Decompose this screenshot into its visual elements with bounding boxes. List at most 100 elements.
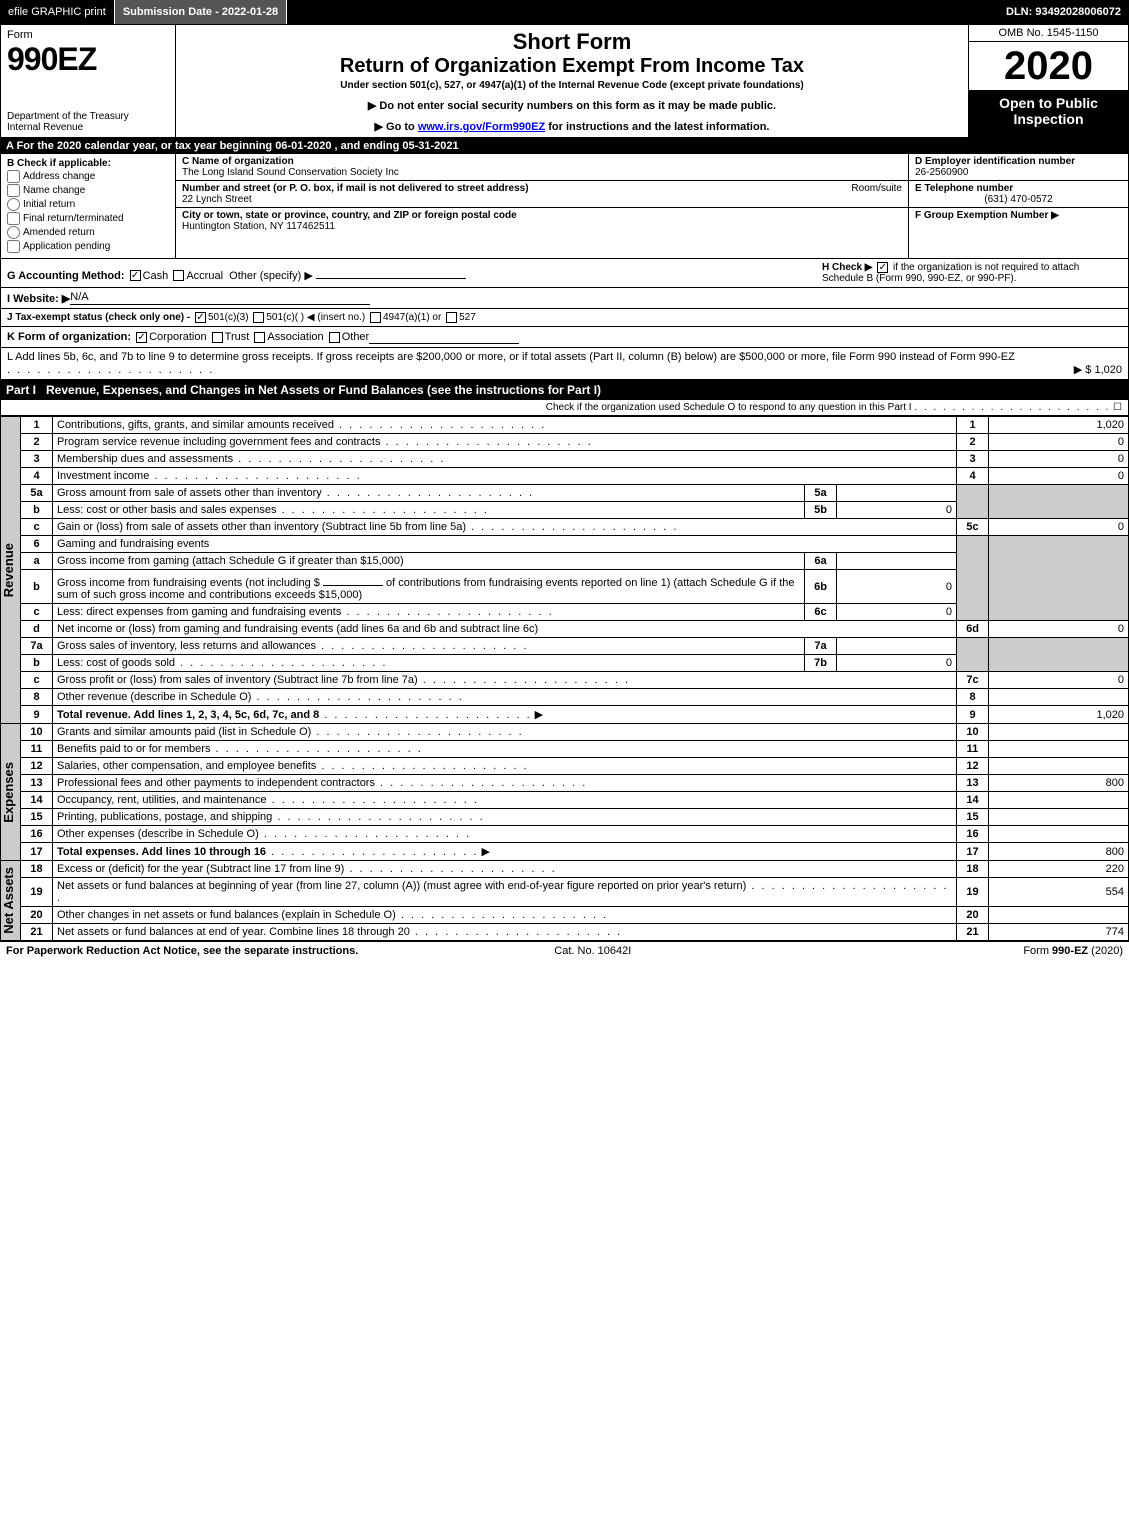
c-street-label: Number and street (or P. O. box, if mail…	[182, 183, 529, 194]
i-label: I Website: ▶	[7, 292, 70, 305]
l8-val	[989, 689, 1129, 706]
lbl-501c3: 501(c)(3)	[208, 312, 249, 323]
other-org-field[interactable]	[369, 330, 519, 344]
l1-desc: Contributions, gifts, grants, and simila…	[57, 419, 334, 431]
l13-rnum: 13	[957, 775, 989, 792]
l5c-val: 0	[989, 519, 1129, 536]
j-label: J Tax-exempt status (check only one) -	[7, 312, 190, 323]
chk-527[interactable]	[446, 312, 457, 323]
l5c-num: c	[21, 519, 53, 536]
part-1-checkbox[interactable]: ☐	[1113, 402, 1122, 413]
expenses-label: Expenses	[1, 762, 16, 823]
l15-desc: Printing, publications, postage, and shi…	[57, 811, 272, 823]
l13-val: 800	[989, 775, 1129, 792]
l7c-num: c	[21, 672, 53, 689]
l15-num: 15	[21, 809, 53, 826]
netassets-label: Net Assets	[1, 867, 16, 934]
l13-desc: Professional fees and other payments to …	[57, 777, 375, 789]
l19-desc: Net assets or fund balances at beginning…	[57, 880, 746, 892]
d-label: D Employer identification number	[915, 156, 1122, 167]
lbl-association: Association	[267, 331, 323, 343]
l7b-num: b	[21, 655, 53, 672]
l-text: L Add lines 5b, 6c, and 7b to line 9 to …	[7, 351, 1015, 363]
l1-rnum: 1	[957, 417, 989, 434]
l12-val	[989, 758, 1129, 775]
l7a-subval	[837, 638, 957, 655]
l5a-subnum: 5a	[805, 485, 837, 502]
part-1-title: Revenue, Expenses, and Changes in Net As…	[46, 383, 1123, 397]
chk-association[interactable]	[254, 332, 265, 343]
chk-trust[interactable]	[212, 332, 223, 343]
chk-cash[interactable]	[130, 270, 141, 281]
l3-num: 3	[21, 451, 53, 468]
revenue-label: Revenue	[1, 543, 16, 597]
l7a-num: 7a	[21, 638, 53, 655]
chk-application-pending[interactable]	[7, 240, 20, 253]
part-1-table: Revenue 1 Contributions, gifts, grants, …	[0, 416, 1129, 941]
chk-4947[interactable]	[370, 312, 381, 323]
l12-num: 12	[21, 758, 53, 775]
chk-other-org[interactable]	[329, 332, 340, 343]
lbl-corporation: Corporation	[149, 331, 206, 343]
chk-amended-return[interactable]	[7, 226, 20, 239]
l12-rnum: 12	[957, 758, 989, 775]
chk-corporation[interactable]	[136, 332, 147, 343]
l6c-num: c	[21, 604, 53, 621]
footer-left: For Paperwork Reduction Act Notice, see …	[6, 945, 358, 957]
l18-val: 220	[989, 861, 1129, 878]
chk-501c3[interactable]	[195, 312, 206, 323]
tax-year: 2020	[969, 42, 1128, 91]
other-method-field[interactable]	[316, 265, 466, 279]
chk-accrual[interactable]	[173, 270, 184, 281]
l7b-subval: 0	[837, 655, 957, 672]
l5b-subnum: 5b	[805, 502, 837, 519]
l3-rnum: 3	[957, 451, 989, 468]
org-name: The Long Island Sound Conservation Socie…	[182, 167, 399, 178]
l6d-val: 0	[989, 621, 1129, 638]
l15-val	[989, 809, 1129, 826]
lbl-other-method: Other (specify) ▶	[229, 270, 313, 282]
chk-final-return[interactable]	[7, 212, 20, 225]
l11-desc: Benefits paid to or for members	[57, 743, 210, 755]
l16-num: 16	[21, 826, 53, 843]
footer-mid: Cat. No. 10642I	[554, 945, 631, 957]
org-city: Huntington Station, NY 117462511	[182, 221, 517, 232]
l4-desc: Investment income	[57, 470, 149, 482]
l7c-rnum: 7c	[957, 672, 989, 689]
lbl-other-org: Other	[342, 331, 370, 343]
line-h: H Check ▶ if the organization is not req…	[822, 262, 1122, 284]
chk-initial-return[interactable]	[7, 198, 20, 211]
header-left: Form 990EZ Department of the Treasury In…	[1, 25, 176, 137]
l10-desc: Grants and similar amounts paid (list in…	[57, 726, 311, 738]
form-label: Form	[7, 29, 169, 41]
l6b-amount-field[interactable]	[323, 572, 383, 586]
l12-desc: Salaries, other compensation, and employ…	[57, 760, 316, 772]
l17-desc: Total expenses. Add lines 10 through 16	[57, 846, 266, 858]
chk-schedule-b[interactable]	[877, 262, 888, 273]
l16-rnum: 16	[957, 826, 989, 843]
chk-name-change[interactable]	[7, 184, 20, 197]
chk-address-change[interactable]	[7, 170, 20, 183]
e-label: E Telephone number	[915, 183, 1122, 194]
dept-irs: Internal Revenue	[7, 122, 169, 133]
l7a-desc: Gross sales of inventory, less returns a…	[57, 640, 316, 652]
l6-num: 6	[21, 536, 53, 553]
l6a-desc: Gross income from gaming (attach Schedul…	[57, 555, 404, 567]
irs-link[interactable]: www.irs.gov/Form990EZ	[418, 121, 545, 133]
part-1-check-dots	[914, 402, 1110, 413]
l11-rnum: 11	[957, 741, 989, 758]
line-l: L Add lines 5b, 6c, and 7b to line 9 to …	[0, 348, 1129, 380]
l19-val: 554	[989, 878, 1129, 907]
top-bar: efile GRAPHIC print Submission Date - 20…	[0, 0, 1129, 24]
chk-501c[interactable]	[253, 312, 264, 323]
footer-right: Form 990-EZ (2020)	[1023, 945, 1123, 957]
k-label: K Form of organization:	[7, 331, 131, 343]
l5a-subval	[837, 485, 957, 502]
line-a: A For the 2020 calendar year, or tax yea…	[0, 138, 1129, 154]
l2-rnum: 2	[957, 434, 989, 451]
l1-num: 1	[21, 417, 53, 434]
lbl-accrual: Accrual	[186, 270, 223, 282]
efile-print[interactable]: efile GRAPHIC print	[0, 0, 115, 24]
part-1-check-text: Check if the organization used Schedule …	[546, 402, 912, 413]
lbl-amended-return: Amended return	[23, 227, 95, 238]
